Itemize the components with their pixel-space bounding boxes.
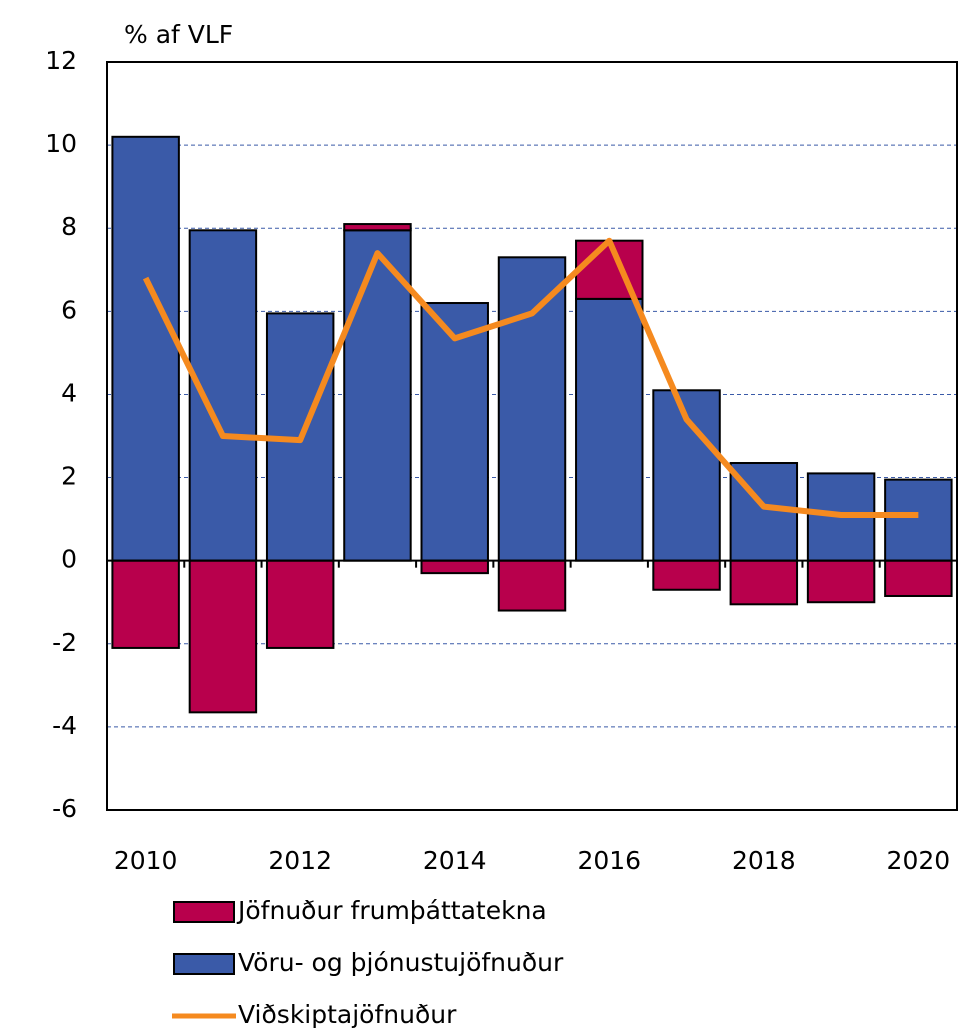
y-tick-label: 2 [61,462,77,491]
bar [420,302,489,562]
legend-swatch [173,953,235,975]
y-tick-label: 10 [45,129,77,158]
x-tick-label: 2012 [268,846,332,875]
y-tick-label: 0 [61,545,77,574]
y-tick-label: 8 [61,212,77,241]
bar [111,135,180,562]
bar [729,559,799,606]
y-tick-label: -4 [52,711,77,740]
x-tick-label: 2014 [423,846,487,875]
bar [343,223,412,232]
plot-border [106,61,958,811]
bar [188,229,258,562]
bar [497,256,567,562]
legend-swatch [173,901,235,923]
bar [575,297,644,562]
y-tick-label: 4 [61,378,77,407]
y-axis-label: % af VLF [124,20,233,49]
y-tick-label: -6 [52,794,77,823]
bar [188,559,258,714]
x-tick-label: 2018 [732,846,796,875]
x-tick-label: 2020 [887,846,951,875]
legend-label: Vöru- og þjónustujöfnuður [238,948,564,977]
bar [884,478,953,562]
line [142,237,919,518]
y-tick-label: 12 [45,46,77,75]
legend-label: Viðskiptajöfnuður [238,1000,457,1029]
bar [497,559,567,612]
x-tick-label: 2016 [577,846,641,875]
x-tick-label: 2010 [114,846,178,875]
y-tick-label: 6 [61,295,77,324]
bar [884,559,953,597]
bar [806,559,876,604]
bar [343,229,412,562]
bar [111,559,180,649]
bar [265,559,335,649]
bar [652,559,721,591]
y-tick-label: -2 [52,628,77,657]
bar [420,559,489,575]
legend-label: Jöfnuður frumþáttatekna [236,896,547,925]
